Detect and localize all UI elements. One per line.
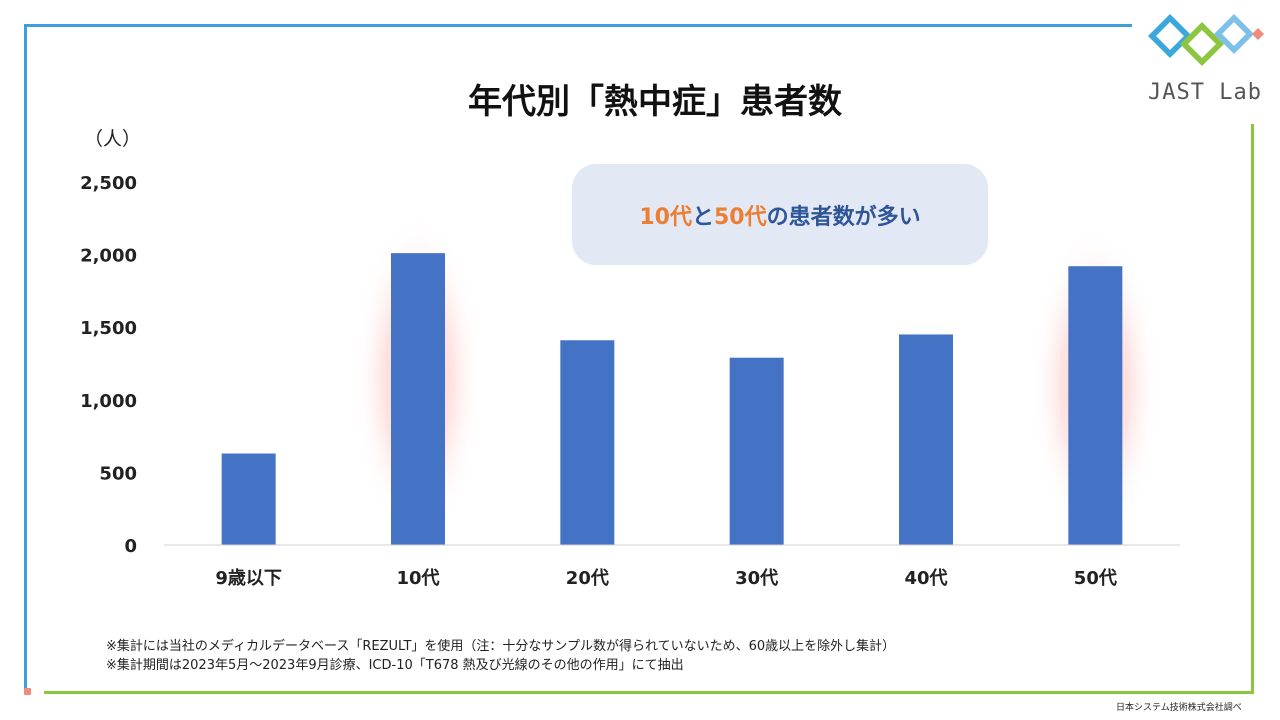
callout-text-2: の患者数が多い	[766, 204, 921, 230]
callout-highlight-2: 50代	[714, 204, 767, 230]
frame-left-border	[24, 24, 27, 694]
y-tick-label: 0	[124, 536, 137, 557]
bar	[729, 357, 784, 545]
x-tick-label: 30代	[735, 568, 778, 589]
y-tick-label: 2,500	[80, 173, 137, 194]
frame-top-border	[24, 24, 1132, 27]
footnotes: ※集計には当社のメディカルデータベース「REZULT」を使用（注：十分なサンプル…	[106, 637, 895, 675]
x-tick-label: 40代	[904, 568, 947, 589]
bar	[391, 253, 445, 545]
frame-bottom-border	[44, 691, 1254, 694]
bar	[221, 453, 276, 545]
bar	[899, 334, 953, 545]
y-tick-label: 500	[99, 463, 137, 484]
frame-right-border	[1251, 124, 1254, 694]
bar	[1068, 266, 1123, 545]
y-tick-label: 2,000	[80, 246, 137, 267]
callout-highlight-1: 10代	[639, 204, 692, 230]
y-tick-label: 1,000	[80, 391, 137, 412]
x-tick-label: 20代	[566, 568, 609, 589]
jast-lab-logo-icon	[1148, 14, 1264, 66]
y-tick-label: 1,500	[80, 318, 137, 339]
source-credit: 日本システム技術株式会社調べ	[1116, 703, 1242, 713]
chart-title: 年代別「熱中症」患者数	[468, 82, 842, 122]
footnote-2: ※集計期間は2023年5月～2023年9月診療、ICD-10「T678 熱及び光…	[106, 658, 684, 673]
y-axis-unit-label: （人）	[84, 128, 142, 150]
x-tick-label: 10代	[396, 568, 439, 589]
x-tick-label: 9歳以下	[215, 568, 282, 589]
x-tick-label: 50代	[1074, 568, 1117, 589]
footnote-1: ※集計には当社のメディカルデータベース「REZULT」を使用（注：十分なサンプル…	[106, 639, 896, 654]
callout-box: 10代と 50代 の患者数が多い	[572, 164, 988, 265]
callout-text-1: と	[691, 204, 714, 230]
logo-text: JAST Lab	[1148, 80, 1262, 105]
bar	[560, 340, 615, 545]
corner-accent-dot	[24, 688, 31, 695]
